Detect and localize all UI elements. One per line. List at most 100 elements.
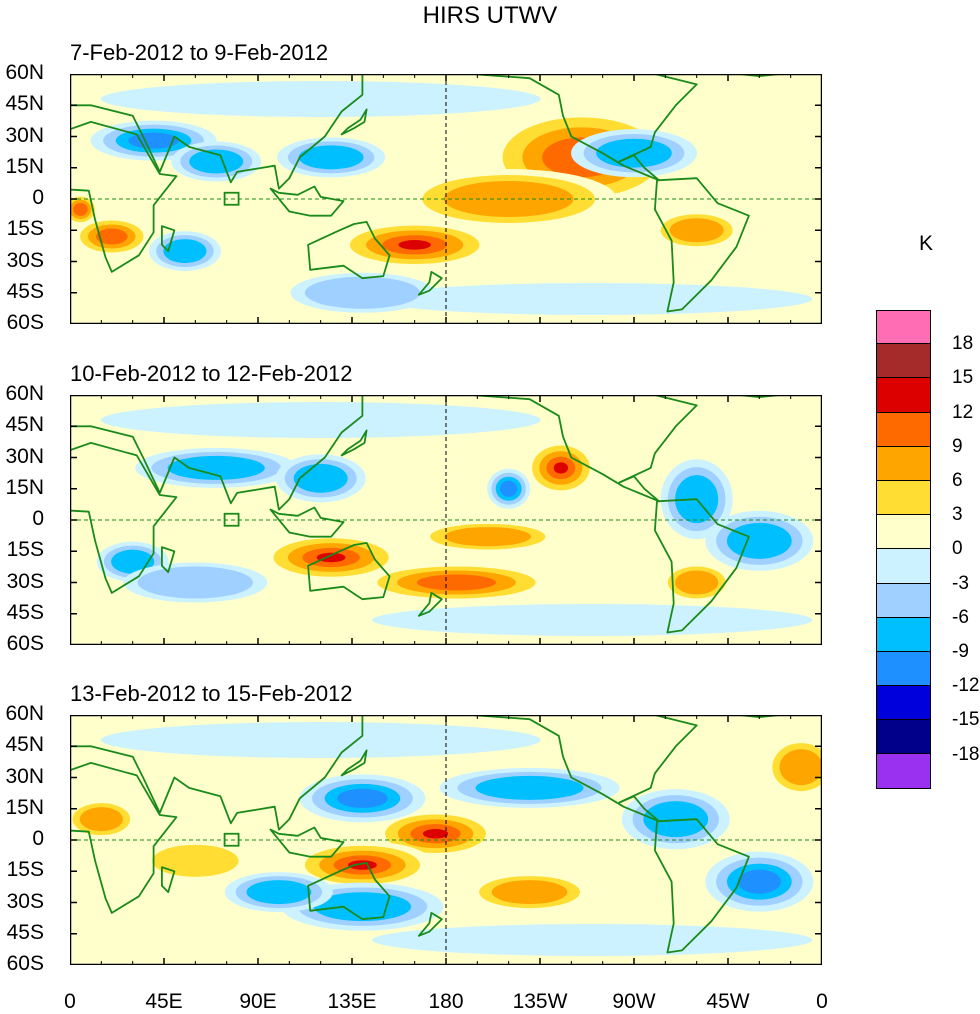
lat-label: 0 (32, 507, 44, 530)
cold-anomaly (246, 880, 312, 905)
lat-label: 60S (6, 311, 44, 334)
lat-label: 0 (32, 186, 44, 209)
lat-label: 30S (6, 569, 44, 593)
coastline-japan (340, 749, 368, 777)
lat-label: 45N (5, 413, 44, 437)
colorbar-label: -18 (952, 743, 980, 765)
warm-anomaly (95, 228, 128, 245)
coastline-namerica (470, 395, 698, 503)
band (100, 722, 541, 758)
lat-label: 15S (6, 858, 44, 882)
coastline-eurasia (70, 395, 364, 511)
cold-anomaly (189, 149, 244, 174)
colorbar-label: -3 (952, 572, 969, 594)
cold-anomaly (500, 480, 518, 497)
colorbar-label: -15 (952, 709, 980, 731)
warm-anomaly (669, 218, 724, 243)
panel-1-title: 7-Feb-2012 to 9-Feb-2012 (70, 40, 329, 65)
colorbar-label: 15 (952, 367, 974, 389)
colorbar (876, 310, 931, 789)
cold-anomaly (475, 775, 584, 800)
lat-label: 60S (6, 952, 44, 975)
coastline-namerica (470, 74, 698, 182)
cold-anomaly (643, 801, 709, 838)
cold-anomaly (128, 132, 179, 149)
warm-anomaly (422, 828, 449, 839)
colorbar-swatch (876, 344, 931, 379)
cold-anomaly (313, 892, 412, 922)
colorbar-label: 12 (952, 401, 974, 423)
coastline-eurasia (70, 74, 364, 190)
lat-label: 60N (5, 702, 44, 725)
coastline-australia (307, 861, 391, 921)
cold-anomaly (726, 522, 792, 559)
lat-label: 45S (6, 600, 44, 624)
band (576, 414, 817, 439)
warm-anomaly (444, 527, 531, 547)
cold-anomaly (163, 239, 207, 264)
lat-label: 30S (6, 248, 44, 272)
lon-label: 135W (512, 990, 568, 1013)
colorbar-swatch (876, 651, 931, 687)
lat-label: 45S (6, 279, 44, 303)
lat-label: 60N (5, 61, 44, 84)
lat-label: 30S (6, 889, 44, 913)
band (372, 283, 813, 315)
region-box (223, 832, 240, 847)
warm-anomaly (152, 844, 239, 877)
colorbar-swatch (876, 549, 931, 584)
coastline-namerica (470, 715, 698, 823)
lat-label: 15S (6, 217, 44, 241)
colorbar-label: -9 (952, 641, 969, 662)
coastline-nz (417, 270, 443, 296)
lon-label: 90E (239, 990, 277, 1013)
lat-label: 15S (6, 538, 44, 562)
panel-2-title: 10-Feb-2012 to 12-Feb-2012 (70, 361, 353, 386)
warm-anomaly (779, 749, 822, 786)
warm-anomaly (73, 203, 88, 216)
band (576, 93, 817, 118)
map-panel-2 (70, 395, 822, 645)
cold-anomaly (337, 788, 388, 808)
band (372, 924, 813, 956)
warm-anomaly (316, 552, 346, 563)
lon-label: 90W (612, 990, 656, 1013)
colorbar-label: 0 (952, 538, 963, 560)
lat-label: 30N (5, 123, 44, 147)
colorbar-swatch (876, 617, 931, 652)
figure-title: HIRS UTWV (422, 2, 558, 29)
warm-anomaly (79, 807, 123, 832)
coastline-madagascar (161, 225, 176, 253)
warm-anomaly (553, 462, 569, 474)
colorbar-swatch (876, 480, 931, 516)
lat-label: 30N (5, 444, 44, 468)
warm-anomaly (416, 574, 497, 591)
cold-anomaly (737, 869, 781, 894)
colorbar-swatch (876, 720, 931, 755)
coastline-australia (307, 220, 391, 280)
colorbar-unit: K (919, 232, 934, 255)
lat-label: 30N (5, 764, 44, 788)
lat-label: 15N (5, 795, 44, 819)
coastline-japan (340, 429, 368, 457)
coastline-eurasia (70, 715, 364, 831)
warm-anomaly (675, 570, 719, 595)
colorbar-label: -6 (952, 606, 969, 628)
lat-label: 45S (6, 920, 44, 944)
colorbar-swatch (876, 310, 931, 345)
cold-anomaly (304, 276, 421, 309)
colorbar-swatch (876, 515, 931, 550)
coastline-nz (417, 911, 443, 937)
region-box (223, 191, 240, 206)
lat-label: 45N (5, 92, 44, 116)
panel-3-title: 13-Feb-2012 to 15-Feb-2012 (70, 681, 353, 706)
region-box (223, 512, 240, 527)
band (100, 402, 541, 438)
cold-anomaly (137, 566, 253, 599)
lat-label: 15N (5, 475, 44, 499)
colorbar-swatch (876, 446, 931, 481)
coastline-madagascar (161, 546, 176, 574)
cold-anomaly (293, 463, 348, 493)
lat-label: 60N (5, 382, 44, 405)
coastline-japan (340, 108, 368, 136)
